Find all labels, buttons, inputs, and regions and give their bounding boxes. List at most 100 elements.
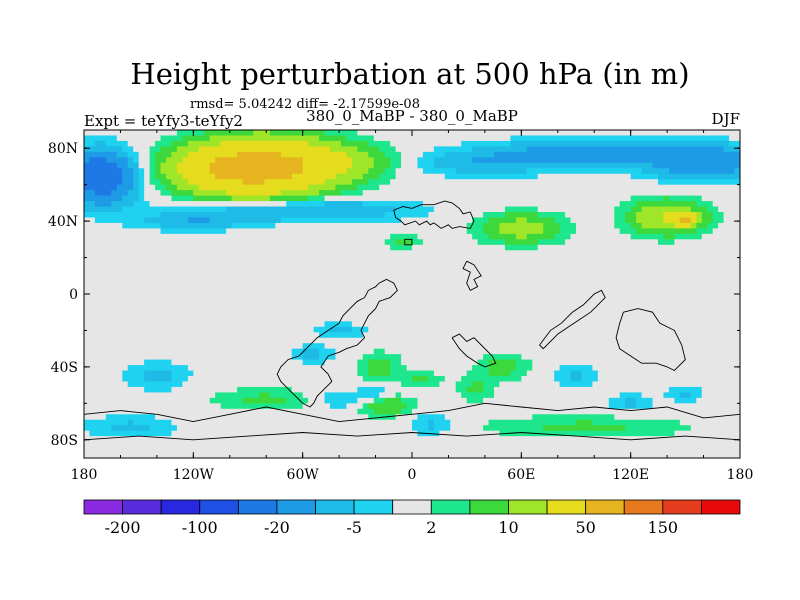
contour-cell — [187, 365, 358, 372]
contour-cell — [94, 201, 112, 208]
contour-cell — [444, 376, 462, 383]
contour-cell — [532, 365, 561, 372]
coastline-antarctic-edge — [84, 402, 740, 423]
contour-cell — [630, 173, 659, 180]
contour-cell — [171, 179, 189, 186]
contour-cell — [729, 140, 740, 147]
contour-cell — [401, 217, 473, 224]
contour-cell — [390, 157, 402, 164]
contour-cell — [537, 244, 740, 251]
contour-cell — [351, 321, 740, 328]
contour-cell — [696, 397, 740, 404]
contour-cell — [652, 162, 740, 169]
contour-cell — [472, 157, 740, 164]
contour-cell — [187, 217, 211, 224]
contour-cell — [630, 195, 665, 202]
contour-cell — [636, 228, 697, 235]
contour-cell — [362, 403, 369, 410]
contour-cell — [127, 162, 140, 169]
contour-cell — [84, 392, 216, 399]
contour-cell — [384, 151, 402, 158]
contour-cell — [488, 365, 517, 372]
contour-cell — [302, 168, 347, 175]
contour-cell — [362, 332, 740, 339]
contour-cell — [138, 157, 151, 164]
contour-cell — [166, 173, 183, 180]
contour-cell — [679, 392, 692, 399]
colorbar-swatch — [392, 499, 432, 515]
contour-cell — [133, 157, 140, 164]
contour-cell — [357, 370, 369, 377]
contour-cell — [122, 168, 134, 175]
contour-cell — [537, 206, 615, 213]
contour-cell — [401, 359, 479, 366]
contour-cell — [226, 206, 397, 213]
contour-cell — [515, 233, 528, 240]
contour-cell — [84, 206, 123, 213]
contour-cell — [302, 392, 326, 399]
contour-cell — [319, 135, 347, 142]
contour-cell — [401, 162, 419, 169]
contour-cell — [357, 130, 740, 137]
contour-cell — [543, 222, 561, 229]
contour-cell — [625, 403, 637, 410]
contour-cell — [472, 233, 490, 240]
x-tick-label: 120E — [612, 467, 649, 483]
contour-cell — [701, 212, 714, 219]
contour-cell — [718, 206, 740, 213]
contour-cell — [84, 277, 740, 284]
contour-cell — [510, 140, 730, 147]
coastline-continent-west — [276, 278, 398, 408]
contour-cell — [226, 190, 282, 197]
contour-cell — [324, 321, 353, 328]
contour-cell — [84, 272, 740, 279]
contour-cell — [390, 244, 413, 251]
contour-cell — [313, 326, 331, 333]
contour-cell — [401, 151, 424, 158]
contour-cell — [84, 190, 96, 197]
contour-cell — [84, 173, 123, 180]
contour-cell — [412, 239, 424, 246]
contour-cell — [439, 430, 501, 437]
contour-cell — [144, 370, 173, 377]
contour-cell — [84, 386, 145, 393]
contour-cell — [499, 430, 675, 437]
contour-cell — [94, 217, 145, 224]
contour-cell — [373, 408, 402, 415]
contour-cell — [84, 447, 740, 454]
contour-cell — [84, 233, 391, 240]
contour-cell — [499, 228, 544, 235]
contour-cell — [160, 179, 173, 186]
contour-cell — [111, 425, 151, 432]
contour-cell — [384, 168, 397, 175]
contour-cell — [280, 190, 320, 197]
contour-cell — [554, 217, 572, 224]
contour-cell — [84, 130, 178, 137]
colorbar-swatch — [83, 499, 123, 515]
contour-cell — [592, 419, 681, 426]
contour-cell — [614, 206, 632, 213]
contour-cell — [412, 408, 740, 415]
contour-cell — [526, 217, 555, 224]
contour-cell — [160, 162, 178, 169]
colorbar-swatch — [546, 499, 587, 515]
contour-cell — [351, 326, 369, 333]
colorbar-swatch — [353, 499, 394, 515]
contour-cell — [379, 173, 397, 180]
contour-cell — [461, 392, 495, 399]
contour-cell — [395, 239, 413, 246]
contour-cell — [390, 179, 659, 186]
contour-cell — [466, 397, 484, 404]
contour-cell — [351, 157, 375, 164]
contour-cell — [258, 392, 271, 399]
contour-cell — [302, 354, 320, 361]
contour-cell — [630, 222, 643, 229]
contour-cell — [641, 168, 670, 175]
contour-cell — [84, 304, 740, 311]
contour-cell — [176, 130, 205, 137]
contour-cell — [412, 244, 506, 251]
contour-cell — [668, 168, 736, 175]
contour-cell — [723, 212, 740, 219]
contour-cell — [346, 135, 375, 142]
contour-cell — [144, 386, 173, 393]
